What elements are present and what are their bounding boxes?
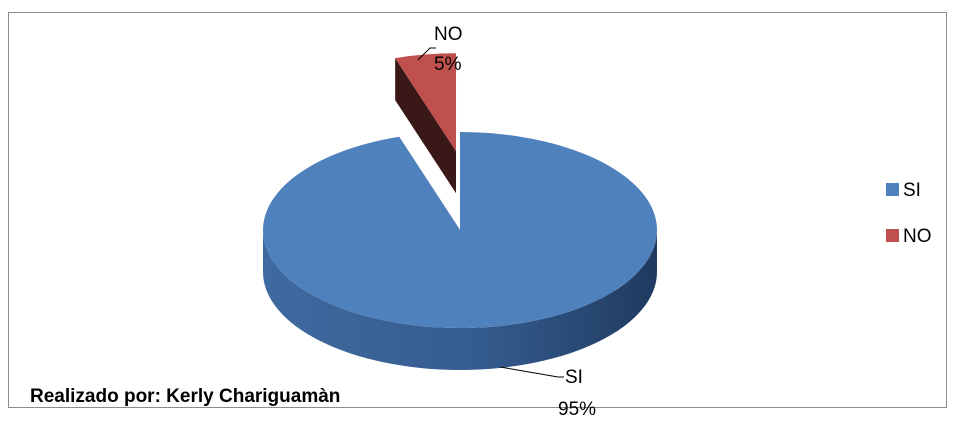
data-label-no-category: NO bbox=[434, 24, 463, 45]
pie-slice-si-side bbox=[263, 230, 657, 370]
pie-slice-no-top bbox=[395, 53, 457, 152]
pie-slice-no bbox=[395, 53, 457, 194]
pie-slice-si-top bbox=[262, 132, 657, 329]
data-label-no-percent: 5% bbox=[434, 54, 462, 75]
credit-annotation: Realizado por: Kerly Chariguamàn bbox=[30, 386, 340, 407]
data-label-si-percent: 95% bbox=[558, 399, 596, 420]
legend-label-si: SI bbox=[903, 180, 921, 201]
legend-swatch-si bbox=[886, 183, 899, 196]
pie-slice-no-cut-face bbox=[395, 58, 457, 194]
leader-line-no bbox=[417, 47, 436, 61]
legend-swatch-no bbox=[886, 229, 899, 242]
legend-label-no: NO bbox=[903, 226, 932, 247]
data-label-no: NO 5% bbox=[417, 24, 463, 75]
pie-slice-si bbox=[262, 132, 657, 370]
leader-line-si bbox=[499, 366, 564, 378]
data-label-si-category: SI bbox=[565, 367, 583, 388]
legend-item-no: NO bbox=[886, 226, 932, 247]
data-label-si: SI 95% bbox=[499, 366, 596, 420]
legend-item-si: SI bbox=[886, 180, 921, 201]
